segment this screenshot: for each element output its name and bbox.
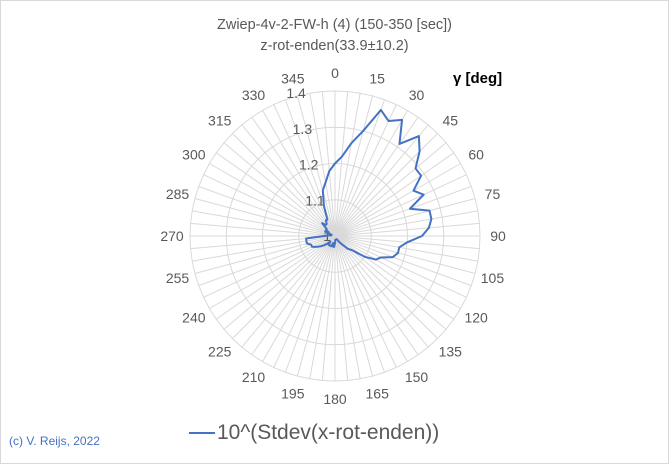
angle-tick-label: 225	[208, 343, 232, 359]
angle-tick-label: 135	[439, 343, 463, 359]
angle-tick-label: 315	[208, 113, 232, 129]
angle-tick-label: 30	[409, 87, 425, 103]
radial-tick-label: 1.4	[286, 85, 306, 101]
radial-tick-label: 1.1	[305, 192, 325, 208]
angle-tick-label: 195	[281, 385, 305, 401]
angle-tick-label: 105	[481, 270, 505, 286]
legend: 10^(Stdev(x-rot-enden))	[189, 421, 439, 445]
angle-tick-label: 150	[405, 369, 429, 385]
angle-tick-label: 75	[485, 186, 501, 202]
angle-tick-label: 120	[464, 310, 488, 326]
angle-tick-label: 300	[182, 147, 206, 163]
angle-tick-label: 345	[281, 71, 305, 87]
angle-tick-label: 240	[182, 310, 206, 326]
angle-tick-label: 0	[331, 65, 339, 81]
angle-tick-label: 180	[323, 391, 347, 407]
angle-tick-label: 330	[242, 87, 266, 103]
legend-line-icon	[189, 432, 215, 434]
chart-title: Zwiep-4v-2-FW-h (4) (150-350 [sec])	[216, 17, 453, 33]
angle-tick-label: 165	[366, 385, 390, 401]
angle-tick-label: 90	[490, 228, 506, 244]
chart-subtitle: z-rot-enden(33.9±10.2)	[260, 38, 409, 54]
credit-text: (c) V. Reijs, 2022	[9, 434, 100, 448]
radial-tick-label: 1.2	[299, 157, 319, 173]
angle-tick-label: 45	[442, 113, 458, 129]
legend-label: 10^(Stdev(x-rot-enden))	[217, 421, 440, 444]
series-line	[305, 108, 433, 261]
angle-tick-label: 270	[160, 228, 184, 244]
angle-tick-label: 255	[166, 270, 190, 286]
radial-tick-label: 1.3	[293, 121, 313, 137]
angle-tick-label: 15	[369, 71, 385, 87]
angle-tick-label: 285	[166, 186, 190, 202]
angle-tick-label: 210	[242, 369, 266, 385]
angle-tick-label: 60	[468, 147, 484, 163]
angle-axis-label: γ [deg]	[453, 70, 503, 87]
